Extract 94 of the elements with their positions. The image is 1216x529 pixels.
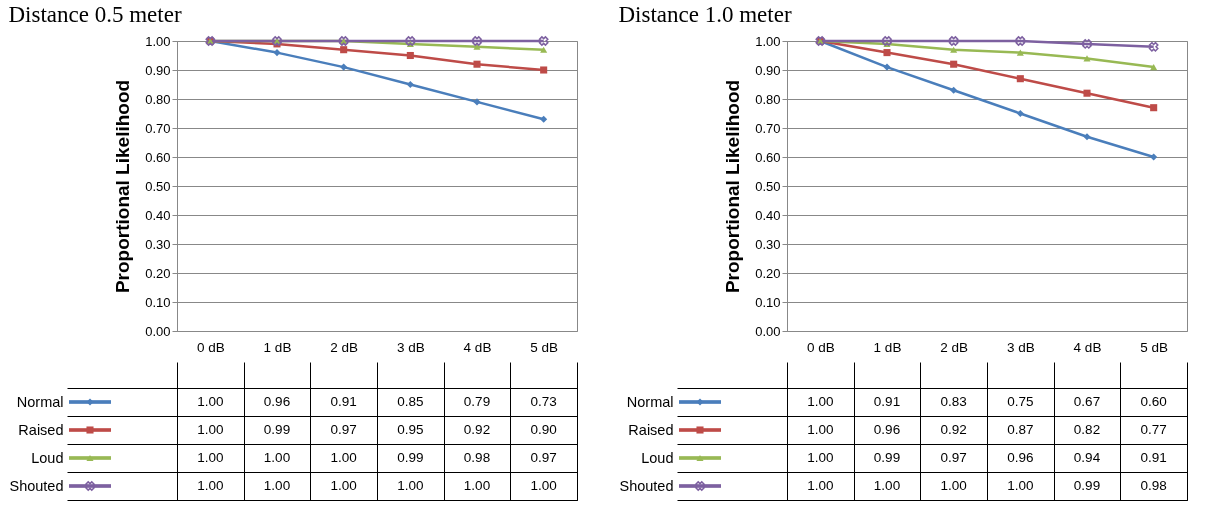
data-label: 0.97 [940, 450, 967, 465]
x-tick-label: 3 dB [396, 339, 425, 355]
data-label: 0.96 [873, 422, 901, 437]
data-label: 1.00 [1007, 478, 1034, 493]
chart-title: Distance 1.0 meter [618, 2, 792, 28]
x-tick-label: 2 dB [940, 339, 969, 355]
data-label: 0.96 [1007, 450, 1034, 465]
data-label: 0.98 [1140, 478, 1167, 493]
y-tick-label: 0.10 [755, 294, 781, 310]
data-label: 0.92 [940, 422, 967, 437]
y-tick-label: 0.20 [755, 265, 781, 281]
legend-label: Raised [18, 421, 64, 438]
data-label: 1.00 [807, 394, 834, 409]
data-label: 1.00 [263, 478, 291, 493]
y-tick-label: 0.50 [755, 178, 781, 194]
data-label: 0.67 [1073, 394, 1101, 409]
data-label: 1.00 [197, 394, 224, 409]
data-label: 0.85 [397, 394, 424, 409]
data-label: 1.00 [397, 478, 424, 493]
x-tick-label: 5 dB [1140, 339, 1169, 355]
x-tick-label: 1 dB [263, 339, 292, 355]
y-tick-label: 0.10 [145, 294, 171, 310]
y-tick-label: 0.90 [755, 62, 781, 78]
y-tick-label: 0.70 [145, 120, 171, 136]
data-label: 0.97 [330, 422, 357, 437]
x-tick-label: 3 dB [1006, 339, 1035, 355]
x-tick-label: 4 dB [463, 339, 492, 355]
y-tick-label: 0.90 [145, 62, 171, 78]
legend-label: Loud [641, 449, 674, 466]
data-label: 1.00 [940, 478, 967, 493]
legend-label: Shouted [619, 477, 674, 494]
y-tick-label: 0.30 [755, 236, 781, 252]
legend-label: Raised [628, 421, 674, 438]
x-tick-label: 2 dB [330, 339, 359, 355]
y-tick-label: 0.60 [145, 149, 171, 165]
data-label: 1.00 [197, 478, 224, 493]
y-tick-label: 0.40 [145, 207, 171, 223]
data-label: 1.00 [330, 478, 357, 493]
x-tick-label: 1 dB [873, 339, 902, 355]
y-tick-label: 0.80 [145, 91, 171, 107]
y-tick-label: 0.20 [145, 265, 171, 281]
data-label: 0.97 [530, 450, 557, 465]
y-tick-label: 0.00 [145, 323, 171, 339]
y-tick-label: 1.00 [755, 33, 781, 49]
data-label: 0.83 [940, 394, 967, 409]
data-label: 0.75 [1007, 394, 1034, 409]
y-axis-title: Proportional Likelihood [112, 79, 134, 294]
data-label: 0.99 [1073, 478, 1101, 493]
data-label: 1.00 [197, 450, 224, 465]
data-label: 1.00 [807, 450, 834, 465]
y-axis-title: Proportional Likelihood [722, 79, 744, 294]
y-tick-label: 1.00 [145, 33, 171, 49]
x-tick-label: 5 dB [530, 339, 559, 355]
data-label: 0.91 [873, 394, 901, 409]
data-label: 0.99 [397, 450, 424, 465]
data-label: 0.73 [530, 394, 557, 409]
y-tick-label: 0.30 [145, 236, 171, 252]
y-tick-label: 0.60 [755, 149, 781, 165]
data-label: 0.82 [1073, 422, 1101, 437]
data-label: 0.90 [530, 422, 557, 437]
data-label: 0.95 [397, 422, 424, 437]
legend-label: Loud [31, 449, 64, 466]
data-label: 1.00 [197, 422, 224, 437]
y-tick-label: 0.50 [145, 178, 171, 194]
x-tick-label: 0 dB [806, 339, 835, 355]
data-label: 1.00 [463, 478, 491, 493]
data-label: 0.99 [873, 450, 901, 465]
data-label: 0.79 [463, 394, 491, 409]
data-label: 0.98 [463, 450, 491, 465]
data-label: 0.91 [1140, 450, 1167, 465]
data-label: 1.00 [807, 422, 834, 437]
chart-title: Distance 0.5 meter [8, 2, 182, 28]
y-tick-label: 0.00 [755, 323, 781, 339]
x-tick-label: 4 dB [1073, 339, 1102, 355]
data-label: 1.00 [263, 450, 291, 465]
data-label: 0.99 [263, 422, 291, 437]
data-label: 1.00 [807, 478, 834, 493]
legend-label: Normal [626, 393, 674, 410]
data-label: 0.91 [330, 394, 357, 409]
data-label: 0.60 [1140, 394, 1167, 409]
data-label: 0.96 [263, 394, 291, 409]
data-label: 1.00 [530, 478, 557, 493]
y-tick-label: 0.80 [755, 91, 781, 107]
legend-label: Shouted [9, 477, 64, 494]
y-tick-label: 0.70 [755, 120, 781, 136]
data-label: 0.94 [1073, 450, 1101, 465]
y-tick-label: 0.40 [755, 207, 781, 223]
data-label: 1.00 [873, 478, 901, 493]
data-label: 1.00 [330, 450, 357, 465]
x-tick-label: 0 dB [196, 339, 225, 355]
data-label: 0.77 [1140, 422, 1167, 437]
legend-label: Normal [16, 393, 64, 410]
data-label: 0.92 [463, 422, 491, 437]
data-label: 0.87 [1007, 422, 1034, 437]
